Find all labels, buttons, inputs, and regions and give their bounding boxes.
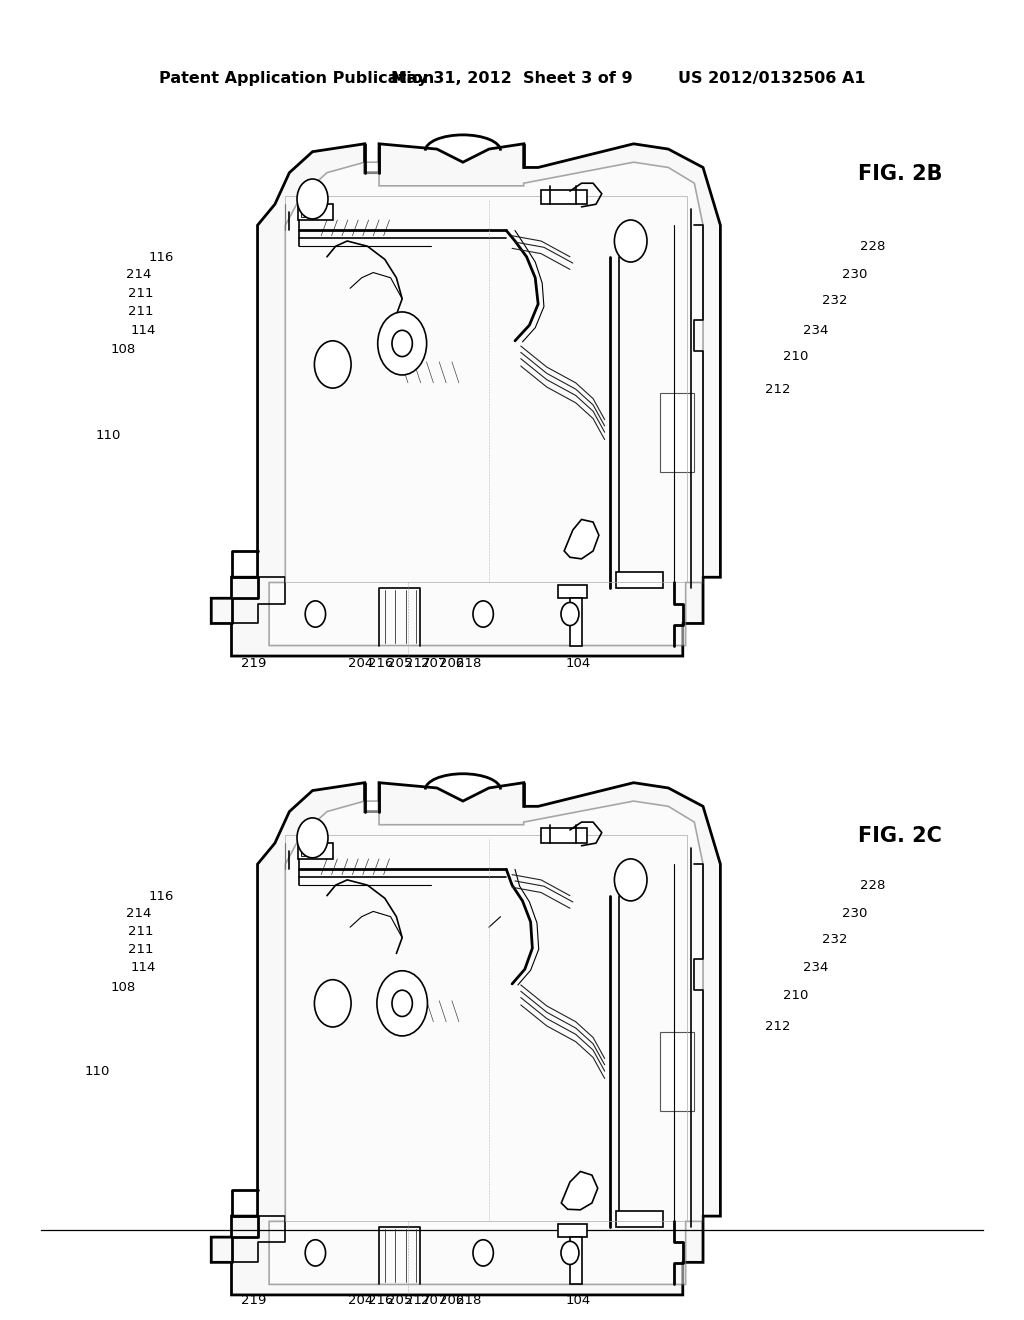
Text: 219: 219	[242, 1294, 266, 1307]
Bar	[570, 1237, 582, 1284]
Text: 212: 212	[765, 1020, 791, 1034]
Text: Patent Application Publication: Patent Application Publication	[159, 71, 434, 86]
Text: 110: 110	[95, 429, 121, 442]
Text: 114: 114	[130, 323, 156, 337]
Circle shape	[392, 990, 413, 1016]
Text: 216: 216	[369, 657, 393, 671]
Text: 206: 206	[439, 1294, 464, 1307]
Text: 204: 204	[348, 1294, 373, 1307]
Bar	[286, 197, 687, 582]
Circle shape	[377, 970, 427, 1036]
Circle shape	[314, 979, 351, 1027]
Polygon shape	[564, 520, 599, 558]
Circle shape	[561, 1241, 579, 1265]
Circle shape	[314, 341, 351, 388]
Text: 210: 210	[783, 989, 809, 1002]
Text: 228: 228	[860, 879, 886, 892]
Text: 234: 234	[803, 961, 828, 974]
Bar	[659, 393, 694, 473]
Circle shape	[305, 601, 326, 627]
Text: US 2012/0132506 A1: US 2012/0132506 A1	[678, 71, 865, 86]
Bar	[301, 846, 312, 857]
Circle shape	[614, 220, 647, 261]
Bar	[570, 598, 582, 645]
Text: 104: 104	[566, 1294, 591, 1307]
Circle shape	[297, 180, 328, 219]
Polygon shape	[269, 801, 703, 1284]
Text: 207: 207	[422, 657, 446, 671]
Text: 217: 217	[406, 657, 430, 671]
Text: 214: 214	[126, 268, 152, 281]
Text: 206: 206	[439, 657, 464, 671]
Bar	[298, 843, 333, 859]
Circle shape	[392, 330, 413, 356]
Text: 218: 218	[457, 1294, 481, 1307]
Bar	[659, 1032, 694, 1111]
Text: 211: 211	[128, 925, 154, 939]
Text: 110: 110	[84, 1065, 110, 1078]
Text: 218: 218	[457, 657, 481, 671]
Text: 211: 211	[128, 305, 154, 318]
Text: 232: 232	[822, 294, 848, 308]
Bar	[616, 572, 663, 587]
Bar	[298, 205, 333, 220]
Polygon shape	[269, 162, 703, 645]
Text: FIG. 2B: FIG. 2B	[858, 164, 943, 185]
Circle shape	[614, 859, 647, 900]
Text: 210: 210	[783, 350, 809, 363]
Circle shape	[378, 312, 427, 375]
Text: 205: 205	[387, 657, 412, 671]
Text: 230: 230	[842, 268, 867, 281]
Text: 205: 205	[387, 1294, 412, 1307]
Circle shape	[561, 602, 579, 626]
Text: 114: 114	[130, 961, 156, 974]
Bar	[541, 190, 588, 205]
Text: 108: 108	[111, 343, 136, 356]
Text: 217: 217	[406, 1294, 430, 1307]
Bar	[301, 207, 312, 218]
Text: 216: 216	[369, 1294, 393, 1307]
Text: 212: 212	[765, 383, 791, 396]
Circle shape	[305, 1239, 326, 1266]
Bar	[558, 1224, 588, 1237]
Text: 116: 116	[148, 251, 174, 264]
Polygon shape	[211, 783, 721, 1295]
Bar	[541, 829, 588, 843]
Text: 207: 207	[422, 1294, 446, 1307]
Text: 116: 116	[148, 890, 174, 903]
Text: 232: 232	[822, 933, 848, 946]
Text: FIG. 2C: FIG. 2C	[858, 825, 942, 846]
Text: 219: 219	[242, 657, 266, 671]
Circle shape	[473, 601, 494, 627]
Text: May 31, 2012  Sheet 3 of 9: May 31, 2012 Sheet 3 of 9	[391, 71, 633, 86]
Text: 234: 234	[803, 323, 828, 337]
Text: 228: 228	[860, 240, 886, 253]
Text: 211: 211	[128, 286, 154, 300]
Text: 104: 104	[566, 657, 591, 671]
Circle shape	[473, 1239, 494, 1266]
Bar	[558, 585, 588, 598]
Text: 204: 204	[348, 657, 373, 671]
Polygon shape	[561, 1171, 598, 1210]
Bar	[286, 836, 687, 1221]
Bar	[616, 1210, 663, 1226]
Circle shape	[297, 818, 328, 858]
Text: 108: 108	[111, 981, 136, 994]
Text: 230: 230	[842, 907, 867, 920]
Text: 211: 211	[128, 942, 154, 956]
Text: 214: 214	[126, 907, 152, 920]
Polygon shape	[211, 144, 721, 656]
